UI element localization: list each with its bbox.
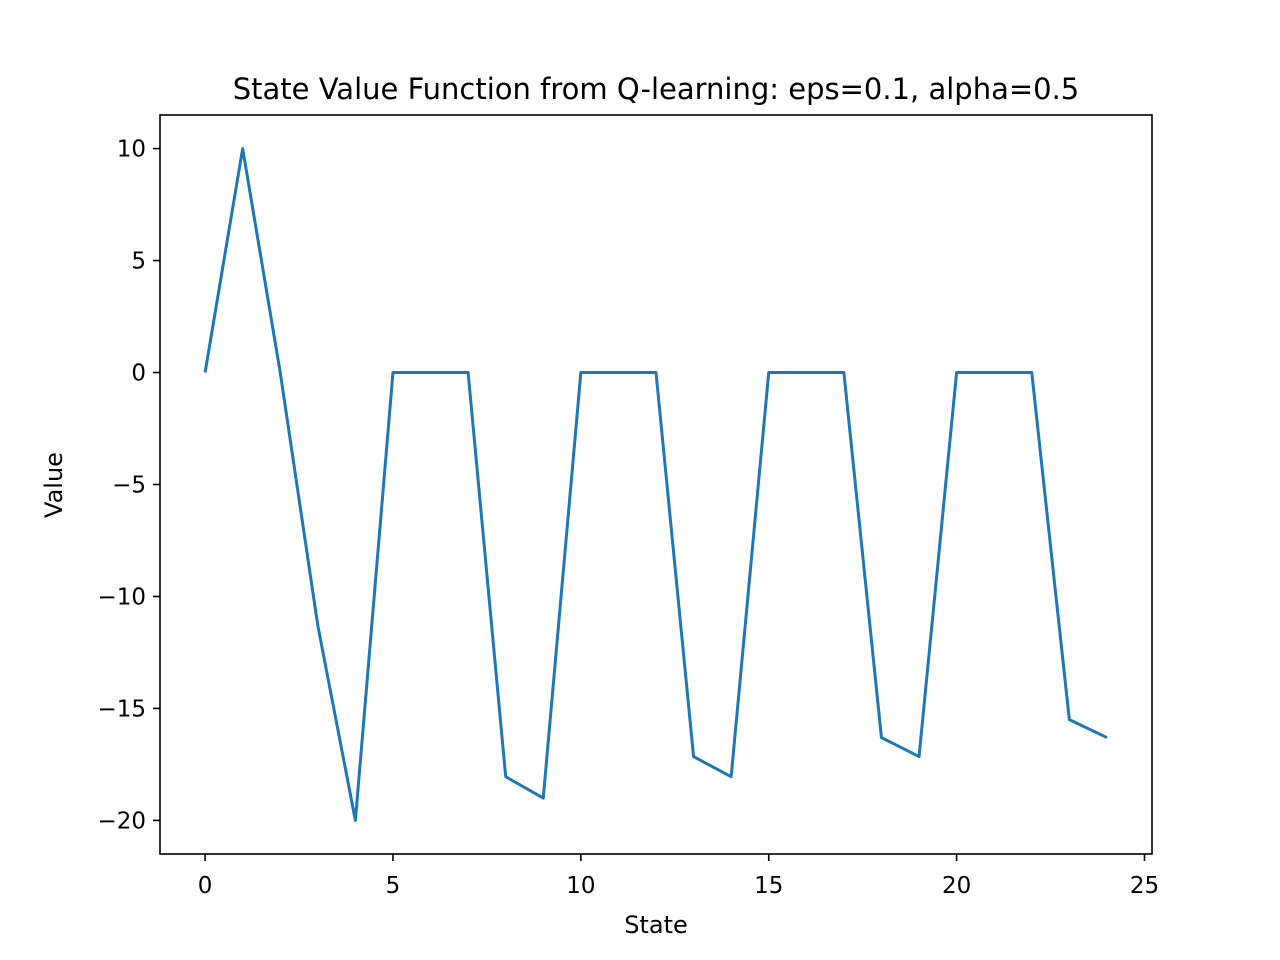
y-tick-label: −15: [97, 696, 146, 722]
x-axis-label: State: [624, 911, 688, 939]
x-axis-ticks: 0 5 10 15 20 25: [198, 854, 1159, 899]
y-axis-ticks: 10 5 0 −5 −10 −15 −20: [97, 137, 160, 834]
y-tick-label: 5: [131, 249, 146, 275]
y-axis-label: Value: [40, 452, 68, 518]
x-tick-label: 15: [754, 873, 783, 899]
y-tick-label: 0: [131, 361, 146, 387]
x-tick-label: 0: [198, 873, 213, 899]
series-line: [203, 147, 1108, 822]
y-tick-label: −20: [97, 808, 146, 834]
x-tick-label: 25: [1130, 873, 1159, 899]
y-tick-label: 10: [117, 137, 146, 163]
y-tick-label: −10: [97, 584, 146, 610]
x-tick-label: 10: [566, 873, 595, 899]
x-tick-label: 20: [942, 873, 971, 899]
y-tick-label: −5: [112, 473, 146, 499]
x-tick-label: 5: [386, 873, 401, 899]
chart-title: State Value Function from Q-learning: ep…: [233, 72, 1080, 106]
